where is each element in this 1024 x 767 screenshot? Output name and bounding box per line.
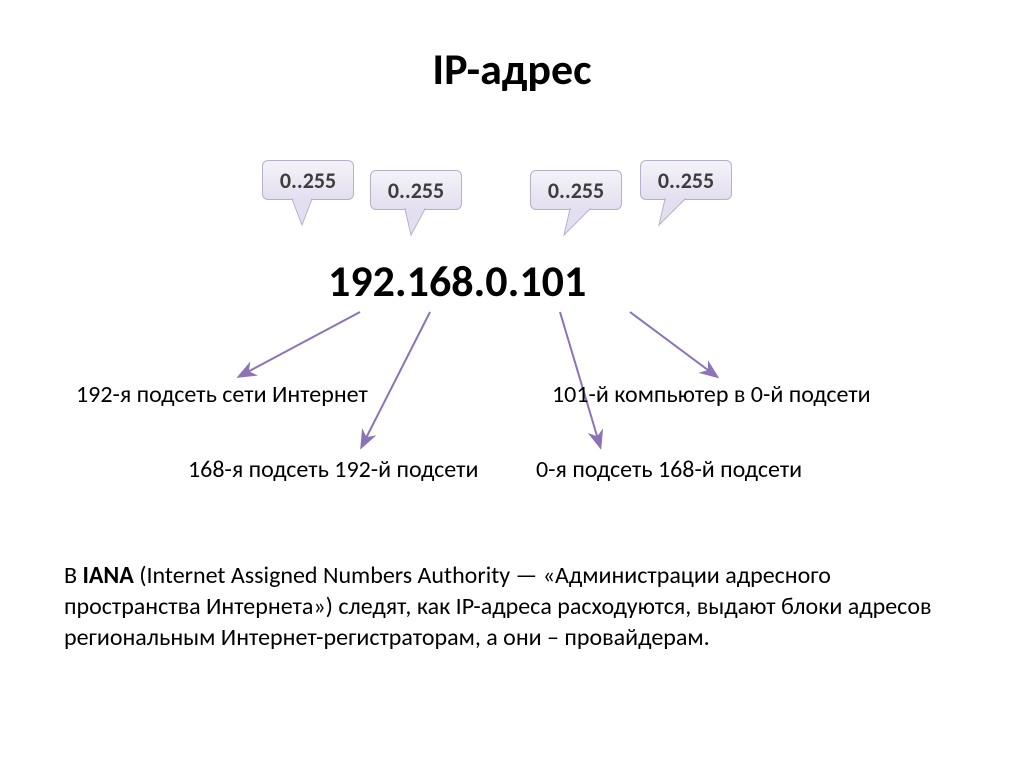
- callout-tail-0: [292, 199, 312, 225]
- explain-label-0: 192-я подсеть сети Интернет: [76, 380, 368, 409]
- body-rest: (Internet Assigned Numbers Authority — «…: [64, 561, 931, 652]
- callout-tail-1: [405, 209, 425, 235]
- callout-tail-3: [659, 199, 685, 225]
- arrow-3: [630, 312, 716, 376]
- arrow-2: [560, 312, 600, 446]
- arrow-0: [240, 312, 360, 376]
- explain-label-2: 168-я подсеть 192-й подсети: [188, 455, 478, 484]
- explain-label-1: 101-й компьютер в 0-й подсети: [552, 380, 871, 409]
- body-prefix: В: [64, 561, 82, 590]
- arrow-1: [362, 312, 430, 446]
- body-bold: IANA: [82, 561, 133, 590]
- explain-label-3: 0-я подсеть 168-й подсети: [536, 455, 802, 484]
- callout-tail-2: [564, 209, 590, 235]
- body-paragraph: В IANA (Internet Assigned Numbers Author…: [64, 560, 964, 654]
